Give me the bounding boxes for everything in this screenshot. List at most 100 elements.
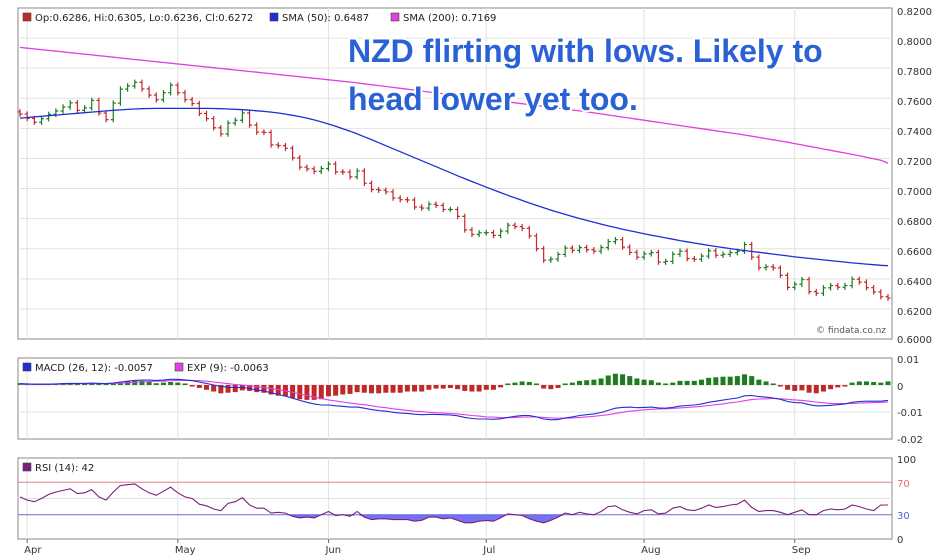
macd-histogram-bar xyxy=(885,381,891,385)
macd-histogram-bar xyxy=(218,385,224,394)
macd-histogram-bar xyxy=(742,374,748,385)
price-candle xyxy=(562,245,568,258)
macd-histogram-bar xyxy=(383,385,389,393)
macd-histogram-bar xyxy=(254,385,260,393)
price-candle xyxy=(204,110,210,122)
price-legend: Op:0.6286, Hi:0.6305, Lo:0.6236, Cl:0.62… xyxy=(22,12,496,24)
macd-histogram-bar xyxy=(620,374,626,385)
macd-histogram-bar xyxy=(82,383,88,385)
macd-histogram-bar xyxy=(698,379,704,385)
price-candle xyxy=(189,96,195,107)
price-candle xyxy=(720,251,726,258)
macd-histogram-bar xyxy=(577,380,583,385)
macd-histogram-bar xyxy=(591,379,597,385)
price-candle xyxy=(885,294,891,301)
ohlc-legend-text: Op:0.6286, Hi:0.6305, Lo:0.6236, Cl:0.62… xyxy=(35,13,253,24)
price-candle xyxy=(541,246,547,263)
price-candle xyxy=(117,86,123,106)
macd-histogram-bar xyxy=(225,385,231,393)
macd-histogram-bar xyxy=(347,385,353,394)
price-candle xyxy=(670,251,676,265)
macd-histogram-bar xyxy=(462,385,468,391)
ohlc-legend-swatch xyxy=(22,12,32,22)
annotation-line-2: head lower yet too. xyxy=(348,81,638,117)
price-candle xyxy=(519,223,525,232)
rsi-legend-text: RSI (14): 42 xyxy=(35,463,94,474)
macd-histogram-bar xyxy=(376,385,382,394)
macd-legend-text: MACD (26, 12): -0.0057 xyxy=(35,363,153,374)
price-candle xyxy=(648,249,654,257)
price-candle xyxy=(89,97,95,111)
macd-histogram-bar xyxy=(369,385,375,394)
price-candle xyxy=(96,97,102,116)
macd-histogram-bar xyxy=(297,385,303,400)
price-candle xyxy=(132,79,138,89)
price-candle xyxy=(584,244,590,253)
macd-histogram-bar xyxy=(447,385,453,388)
price-candle xyxy=(390,189,396,201)
macd-histogram-bar xyxy=(110,383,116,385)
macd-histogram-bar xyxy=(598,378,604,385)
price-candle xyxy=(318,165,324,175)
macd-histogram-bar xyxy=(849,382,855,385)
price-candle xyxy=(663,258,669,265)
price-candle xyxy=(756,254,762,271)
price-candle xyxy=(455,206,461,220)
price-candle xyxy=(462,213,468,233)
price-candle xyxy=(139,79,145,92)
annotation-line-1: NZD flirting with lows. Likely to xyxy=(348,33,823,69)
sma50-legend-text: SMA (50): 0.6487 xyxy=(282,13,369,24)
macd-histogram-bar xyxy=(103,383,109,385)
macd-y-tick: -0.01 xyxy=(897,408,923,419)
price-candle xyxy=(856,276,862,285)
price-candle xyxy=(512,222,518,230)
rsi-gridlines xyxy=(18,458,892,539)
macd-line xyxy=(19,378,889,421)
macd-histogram-bar xyxy=(268,385,274,395)
price-candle xyxy=(17,109,23,117)
macd-histogram-bar xyxy=(526,382,532,385)
price-candle xyxy=(799,276,805,287)
macd-histogram-bar xyxy=(684,380,690,385)
price-candle xyxy=(333,161,339,175)
macd-histogram-bar xyxy=(426,385,432,390)
price-candle xyxy=(225,120,231,137)
price-candle xyxy=(261,129,267,136)
macd-histogram-bar xyxy=(612,373,618,385)
macd-histogram-bar xyxy=(196,385,202,388)
price-y-tick: 0.6600 xyxy=(897,247,932,258)
price-candle xyxy=(813,288,819,296)
macd-histogram-bar xyxy=(440,385,446,389)
price-candle xyxy=(39,116,45,125)
x-tick-label: Apr xyxy=(24,545,42,556)
rsi-line xyxy=(19,483,888,524)
price-candle xyxy=(548,256,554,263)
price-candle xyxy=(634,249,640,260)
price-gridlines xyxy=(18,8,892,339)
macd-histogram-bar xyxy=(182,383,188,385)
price-candle xyxy=(153,92,159,103)
price-candle xyxy=(828,282,834,291)
macd-histogram-bar xyxy=(117,382,123,385)
price-y-tick: 0.7400 xyxy=(897,127,932,138)
macd-y-tick: -0.02 xyxy=(897,435,923,446)
price-candle xyxy=(698,253,704,262)
price-candles xyxy=(17,79,891,301)
macd-histogram-bar xyxy=(777,385,783,387)
macd-panel: 0.01 0 -0.01 -0.02 MACD (26, 12): -0.005… xyxy=(17,355,923,446)
price-candle xyxy=(369,180,375,193)
price-y-tick: 0.6800 xyxy=(897,217,932,228)
price-candle xyxy=(605,238,611,251)
price-candle xyxy=(842,282,848,290)
macd-histogram-bar xyxy=(519,381,525,385)
macd-histogram-bar xyxy=(175,382,181,385)
macd-histogram-bar xyxy=(655,382,661,385)
macd-panel-frame xyxy=(17,357,893,440)
macd-histogram-bar xyxy=(842,385,848,387)
exp-legend-swatch xyxy=(174,362,184,372)
price-candle xyxy=(354,168,360,180)
macd-histogram-bar xyxy=(734,376,740,385)
price-candle xyxy=(340,169,346,175)
price-candle xyxy=(577,244,583,254)
price-candle xyxy=(569,245,575,254)
